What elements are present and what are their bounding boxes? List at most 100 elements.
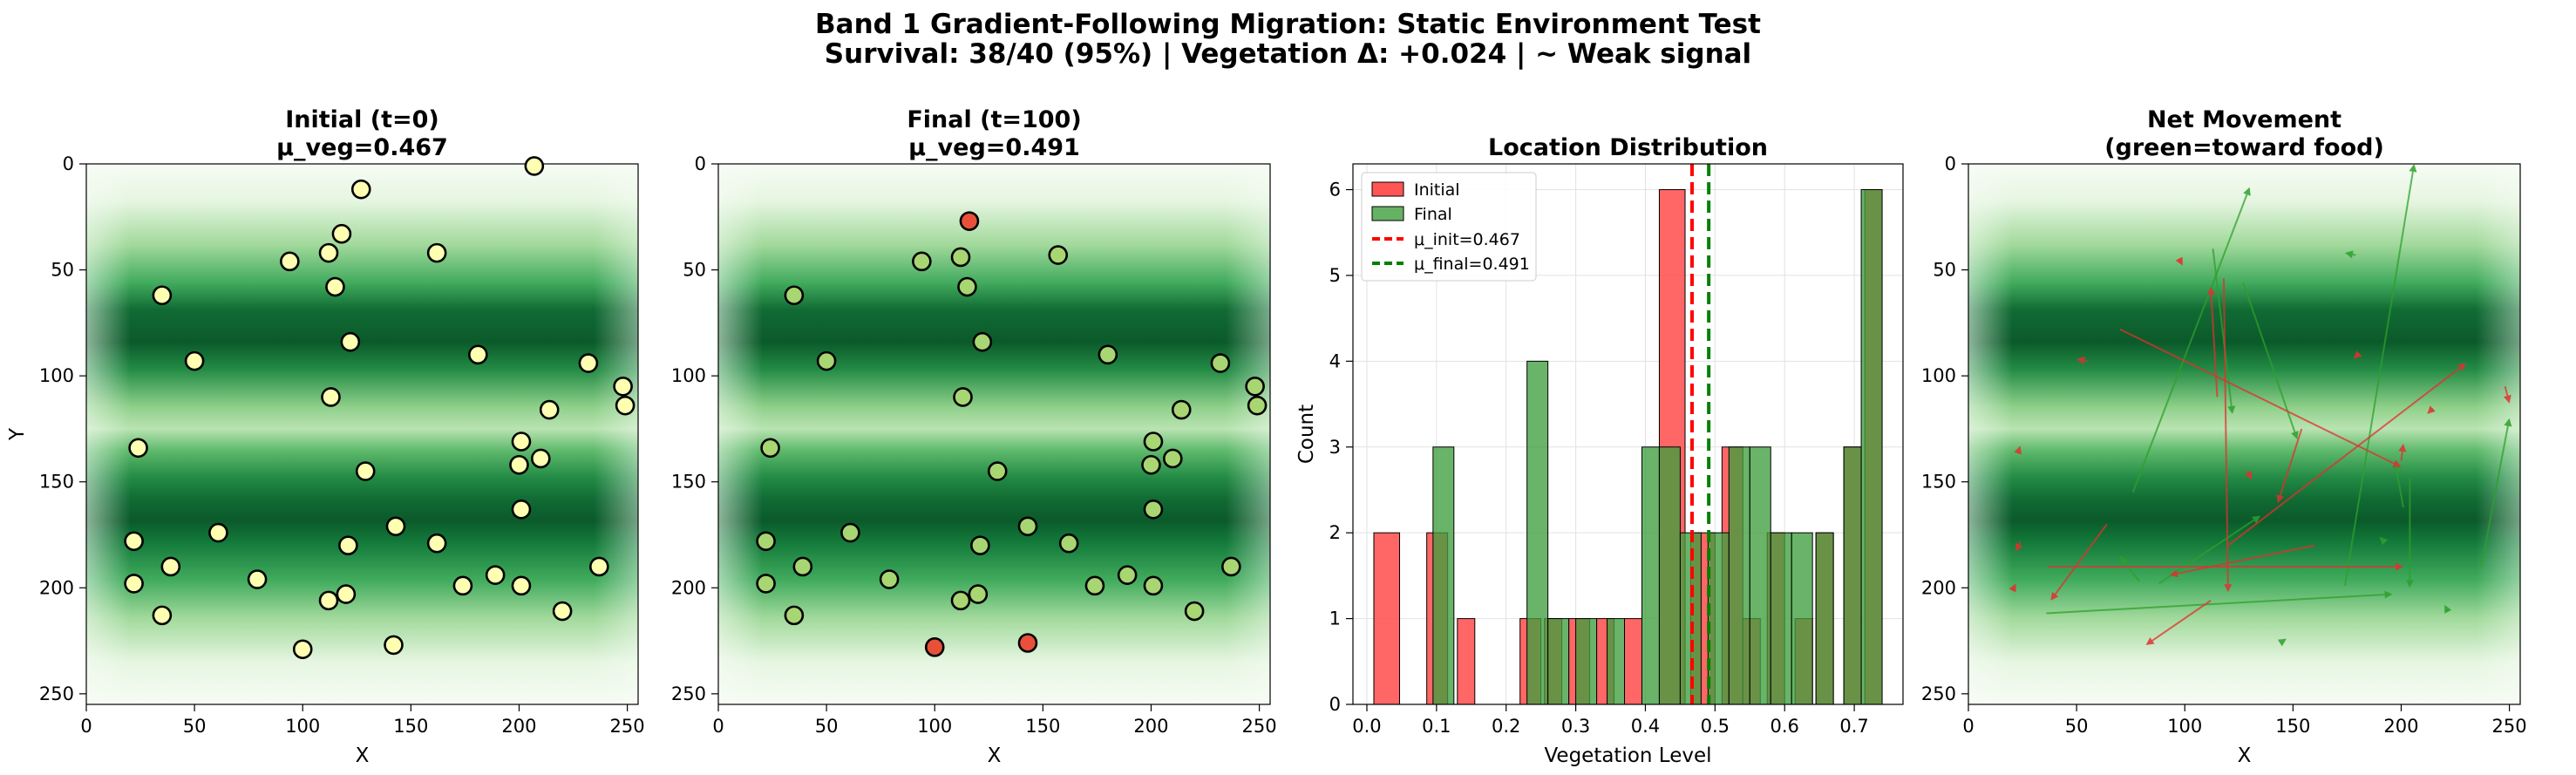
panel-title-line1: Net Movement	[2147, 106, 2342, 133]
y-tick-label: 0	[695, 153, 706, 174]
agent-initial-point	[336, 584, 357, 604]
agent-initial-point	[511, 575, 532, 596]
y-tick-label: 50	[1933, 260, 1956, 281]
movement-arrow-away-from-food-head	[2175, 256, 2183, 266]
movement-arrow-toward-food-shaft	[2343, 171, 2414, 587]
x-tick-label: 100	[285, 716, 320, 737]
x-tick-label: 0.1	[1422, 716, 1451, 737]
x-tick-label: 200	[501, 716, 536, 737]
agent-initial-point	[325, 276, 345, 297]
figure-title-line2: Survival: 38/40 (95%) | Vegetation Δ: +0…	[824, 38, 1752, 70]
y-tick-label: 50	[51, 260, 74, 281]
x-tick-label: 0.2	[1492, 716, 1520, 737]
legend-label-mu-init: μ_init=0.467	[1414, 230, 1520, 249]
movement-arrow-toward-food-shaft	[2212, 248, 2233, 407]
agent-initial-point	[208, 522, 228, 543]
y-tick-label: 100	[1921, 365, 1956, 386]
movement-arrow-away-from-food-head	[2392, 459, 2402, 467]
y-tick-label: 1	[1329, 608, 1341, 629]
movement-arrow-away-from-food	[2504, 386, 2511, 404]
histogram-bar-final	[1658, 446, 1681, 705]
legend-label-initial: Initial	[1414, 180, 1460, 200]
movement-arrow-toward-food-shaft	[2242, 282, 2296, 432]
agent-final-point	[1247, 395, 1268, 416]
x-tick-label: 250	[2492, 716, 2527, 737]
agent-final-point	[1058, 533, 1079, 554]
movement-arrow-away-from-food	[2048, 562, 2403, 571]
agent-final-point	[1017, 516, 1038, 537]
agent-initial-point	[426, 242, 447, 263]
agent-final-point	[968, 584, 989, 604]
x-tick-label: 150	[2275, 716, 2310, 737]
histogram-bar-final	[1547, 618, 1570, 705]
agent-initial-point	[485, 565, 506, 585]
movement-arrow-away-from-food	[2175, 256, 2183, 266]
agent-initial-point	[321, 387, 341, 407]
movement-arrow-away-from-food	[2145, 600, 2212, 645]
location-distribution-panel: 0.0 0.1 0.2 0.3 0.4 0.5 0.6 0.7 0 1 2 3 4 5 6 Vegetatio…	[1295, 134, 1904, 767]
agent-initial-point	[331, 223, 352, 244]
agent-final-point	[1210, 353, 1231, 373]
agent-final-point	[792, 556, 813, 577]
movement-arrow-toward-food-head	[2504, 418, 2512, 427]
movement-arrow-away-from-food	[2119, 328, 2402, 467]
y-tick-label: 50	[683, 260, 706, 281]
agent-final-point	[756, 574, 776, 594]
agent-initial-point	[539, 399, 560, 420]
movement-arrow-away-from-food	[2427, 405, 2436, 414]
agent-final-point	[760, 438, 780, 459]
agent-initial-point	[318, 242, 339, 263]
x-tick-label: 50	[2065, 716, 2089, 737]
agent-final-point	[1162, 448, 1183, 469]
agent-initial-point	[468, 344, 488, 365]
agent-final-point	[756, 531, 776, 552]
y-tick-label: 150	[1921, 472, 1956, 493]
movement-arrow-toward-food-head	[2444, 604, 2452, 614]
agent-final-point	[784, 605, 805, 626]
histogram-bar-final	[1860, 189, 1883, 705]
movement-arrow-toward-food	[2379, 536, 2389, 546]
agent-dead-point	[959, 211, 980, 231]
y-tick-label: 0	[1329, 694, 1341, 715]
y-tick-label: 200	[671, 577, 706, 598]
agent-initial-point	[552, 601, 573, 622]
x-tick-label: 200	[2383, 716, 2418, 737]
x-tick-label: 0.4	[1631, 716, 1660, 737]
x-tick-label: 0	[712, 716, 724, 737]
movement-arrow-toward-food	[2405, 477, 2414, 588]
y-tick-label: 0	[1945, 153, 1956, 174]
agent-initial-point	[613, 376, 633, 397]
movement-arrow-toward-food	[2343, 164, 2417, 587]
agent-final-point	[1245, 376, 1265, 397]
movement-arrow-away-from-food	[2222, 278, 2233, 593]
x-tick-label: 0.6	[1771, 716, 1799, 737]
x-axis-label: Vegetation Level	[1544, 744, 1711, 767]
agent-final-point	[1048, 245, 1069, 265]
axes-frame	[717, 163, 1271, 705]
heatmap-edge-shading	[718, 164, 1270, 704]
movement-arrow-toward-food-head	[2379, 536, 2389, 546]
x-tick-label: 200	[1133, 716, 1168, 737]
movement-arrow-toward-food-head	[2227, 405, 2236, 414]
y-tick-label: 150	[671, 472, 706, 493]
histogram-bar-final	[1575, 618, 1598, 705]
movement-arrow-away-from-food-head	[2276, 494, 2285, 504]
x-tick-label: 0.5	[1701, 716, 1730, 737]
agent-final-point	[950, 247, 971, 268]
y-tick-label: 250	[39, 683, 74, 704]
agent-initial-point	[511, 432, 532, 452]
movement-arrow-away-from-food	[2008, 583, 2016, 593]
agent-initial-point	[355, 461, 376, 481]
y-tick-label: 0	[63, 153, 74, 174]
movement-arrow-away-from-food-head	[2076, 357, 2085, 364]
y-tick-label: 3	[1329, 437, 1341, 458]
movement-arrow-away-from-food	[2207, 287, 2219, 398]
histogram-bar-final	[1607, 618, 1626, 705]
agent-initial-point	[128, 438, 148, 459]
agent-final-point	[1143, 575, 1164, 596]
movement-arrow-toward-food-shaft	[2480, 425, 2509, 568]
histogram-bar-final	[1432, 446, 1455, 705]
movement-arrow-away-from-food-head	[2169, 569, 2178, 578]
movement-arrow-away-from-food	[2169, 544, 2315, 578]
movement-arrow-toward-food-head	[2252, 515, 2261, 524]
